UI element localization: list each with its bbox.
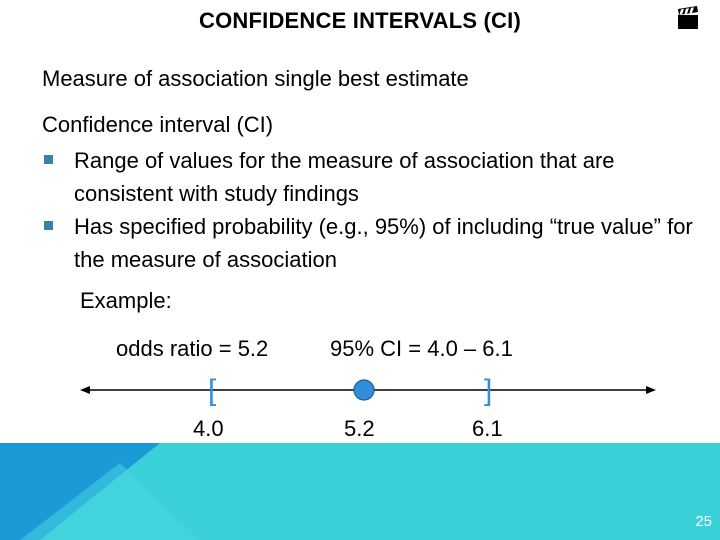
- bullet-item: Has specified probability (e.g., 95%) of…: [42, 210, 702, 276]
- bullet-square-icon: [44, 221, 53, 230]
- lower-bound-label: 4.0: [193, 416, 224, 441]
- upper-bound-label: 6.1: [472, 416, 503, 441]
- example-label: Example:: [80, 288, 172, 313]
- left-arrow-icon: [80, 386, 90, 394]
- bullet-text: Has specified probability (e.g., 95%) of…: [74, 214, 693, 272]
- slide-title: CONFIDENCE INTERVALS (CI): [199, 8, 521, 33]
- clapperboard-icon: [678, 6, 698, 29]
- ci-text: 95% CI = 4.0 – 6.1: [330, 336, 513, 361]
- lower-bracket: [: [208, 374, 217, 407]
- ci-heading: Confidence interval (CI): [42, 112, 274, 137]
- point-estimate-label: 5.2: [344, 416, 375, 441]
- bullet-item: Range of values for the measure of assoc…: [42, 144, 702, 210]
- bullet-list: Range of values for the measure of assoc…: [42, 144, 702, 276]
- measure-text: Measure of association single best estim…: [42, 66, 469, 91]
- footer-band: [0, 443, 720, 540]
- bullet-square-icon: [44, 155, 53, 164]
- right-arrow-icon: [646, 386, 656, 394]
- number-line: [ ]: [80, 374, 656, 407]
- odds-ratio-text: odds ratio = 5.2: [116, 336, 269, 361]
- bullet-text: Range of values for the measure of assoc…: [74, 148, 615, 206]
- page-number: 25: [695, 513, 712, 530]
- upper-bracket: ]: [484, 374, 492, 407]
- point-estimate-dot: [353, 379, 375, 401]
